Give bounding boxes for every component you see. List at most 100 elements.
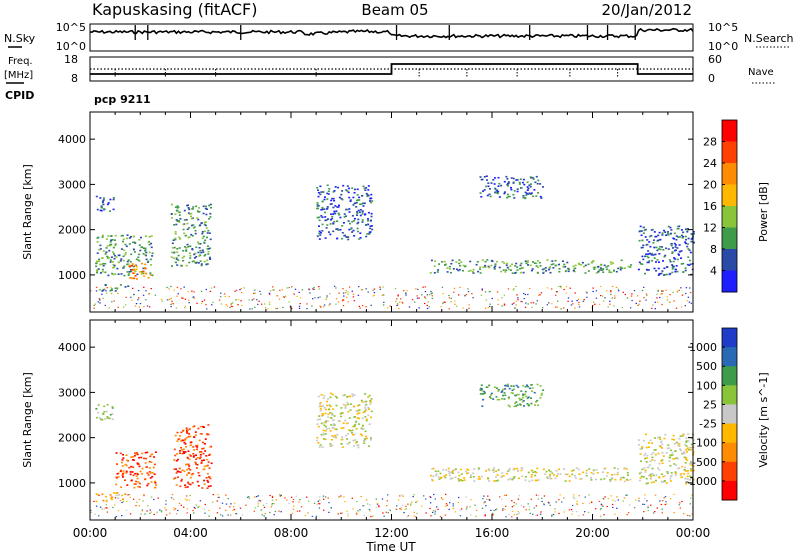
echo-cell bbox=[177, 293, 179, 295]
echo-cell bbox=[346, 438, 349, 440]
echo-cell bbox=[655, 474, 658, 476]
echo-cell bbox=[127, 272, 130, 275]
echo-cell bbox=[675, 235, 678, 237]
echo-cell bbox=[450, 471, 452, 473]
echo-cell bbox=[365, 400, 368, 403]
echo-cell bbox=[203, 230, 206, 233]
echo-cell bbox=[362, 505, 364, 507]
echo-cell bbox=[359, 232, 362, 234]
echo-cell bbox=[641, 447, 643, 450]
echo-cell bbox=[514, 265, 517, 267]
echo-cell bbox=[338, 196, 341, 199]
echo-cell bbox=[469, 260, 472, 263]
echo-cell bbox=[278, 510, 280, 512]
echo-cell bbox=[665, 289, 667, 291]
echo-cell bbox=[485, 299, 488, 301]
echo-cell bbox=[610, 293, 612, 296]
echo-cell bbox=[582, 300, 585, 302]
echo-cell bbox=[212, 494, 214, 496]
echo-cell bbox=[378, 505, 380, 507]
echo-cell bbox=[641, 289, 644, 292]
echo-cell bbox=[316, 436, 319, 439]
echo-cell bbox=[680, 250, 683, 252]
echo-cell bbox=[602, 498, 605, 500]
echo-cell bbox=[176, 248, 179, 250]
echo-cell bbox=[239, 507, 242, 509]
echo-cell bbox=[482, 398, 485, 401]
echo-cell bbox=[678, 236, 681, 238]
echo-cell bbox=[221, 502, 224, 504]
echo-cell bbox=[541, 307, 544, 309]
echo-cell bbox=[639, 300, 641, 302]
echo-cell bbox=[430, 259, 433, 262]
echo-cell bbox=[105, 251, 108, 253]
echo-cell bbox=[644, 228, 647, 231]
echo-cell bbox=[352, 293, 355, 295]
echo-cell bbox=[205, 227, 208, 229]
echo-cell bbox=[209, 238, 212, 241]
echo-cell bbox=[318, 446, 321, 448]
echo-cell bbox=[359, 209, 362, 211]
echo-cell bbox=[101, 268, 104, 271]
echo-cell bbox=[206, 259, 209, 262]
echo-cell bbox=[319, 499, 321, 501]
echo-cell bbox=[191, 482, 194, 484]
echo-cell bbox=[355, 420, 358, 423]
echo-cell bbox=[126, 271, 129, 273]
echo-cell bbox=[553, 474, 556, 476]
echo-cell bbox=[180, 288, 182, 290]
echo-cell bbox=[507, 385, 509, 387]
echo-cell bbox=[640, 246, 643, 249]
echo-cell bbox=[323, 421, 326, 424]
echo-cell bbox=[190, 217, 193, 220]
echo-cell bbox=[187, 457, 189, 459]
echo-cell bbox=[551, 288, 553, 290]
echo-cell bbox=[542, 186, 544, 188]
echo-cell bbox=[492, 512, 494, 514]
echo-cell bbox=[490, 509, 492, 511]
echo-cell bbox=[524, 191, 527, 194]
echo-cell bbox=[413, 511, 415, 513]
echo-cell bbox=[307, 500, 310, 502]
echo-cell bbox=[347, 395, 350, 398]
echo-cell bbox=[362, 411, 365, 414]
echo-cell bbox=[607, 498, 609, 500]
echo-cell bbox=[175, 261, 177, 264]
echo-cell bbox=[294, 288, 297, 290]
echo-cell bbox=[115, 256, 118, 258]
echo-cell bbox=[379, 286, 381, 288]
echo-cell bbox=[690, 497, 692, 499]
echo-cell bbox=[654, 437, 656, 439]
echo-cell bbox=[465, 294, 468, 296]
echo-cell bbox=[351, 290, 353, 292]
echo-cell bbox=[535, 494, 538, 496]
echo-cell bbox=[329, 293, 331, 295]
echo-cell bbox=[520, 467, 523, 469]
echo-cell bbox=[480, 475, 483, 478]
echo-cell bbox=[497, 190, 500, 193]
echo-cell bbox=[492, 179, 495, 181]
echo-cell bbox=[686, 263, 689, 266]
colorbar-segment bbox=[722, 404, 737, 425]
echo-cell bbox=[596, 472, 599, 474]
echo-cell bbox=[515, 405, 518, 407]
echo-cell bbox=[147, 505, 149, 507]
echo-cell bbox=[611, 285, 614, 287]
echo-cell bbox=[433, 265, 436, 267]
echo-cell bbox=[132, 456, 134, 458]
echo-cell bbox=[492, 469, 495, 471]
echo-cell bbox=[523, 405, 525, 407]
echo-cell bbox=[273, 514, 275, 516]
echo-cell bbox=[177, 438, 180, 441]
echo-cell bbox=[429, 294, 431, 296]
echo-cell bbox=[197, 251, 200, 254]
echo-cell bbox=[652, 239, 655, 241]
echo-cell bbox=[136, 473, 139, 476]
echo-cell bbox=[441, 286, 444, 288]
echo-cell bbox=[165, 500, 167, 502]
echo-cell bbox=[609, 479, 612, 481]
echo-cell bbox=[148, 467, 151, 469]
echo-cell bbox=[542, 468, 545, 471]
echo-cell bbox=[431, 295, 433, 297]
x-axis-label: Time UT bbox=[365, 540, 416, 554]
